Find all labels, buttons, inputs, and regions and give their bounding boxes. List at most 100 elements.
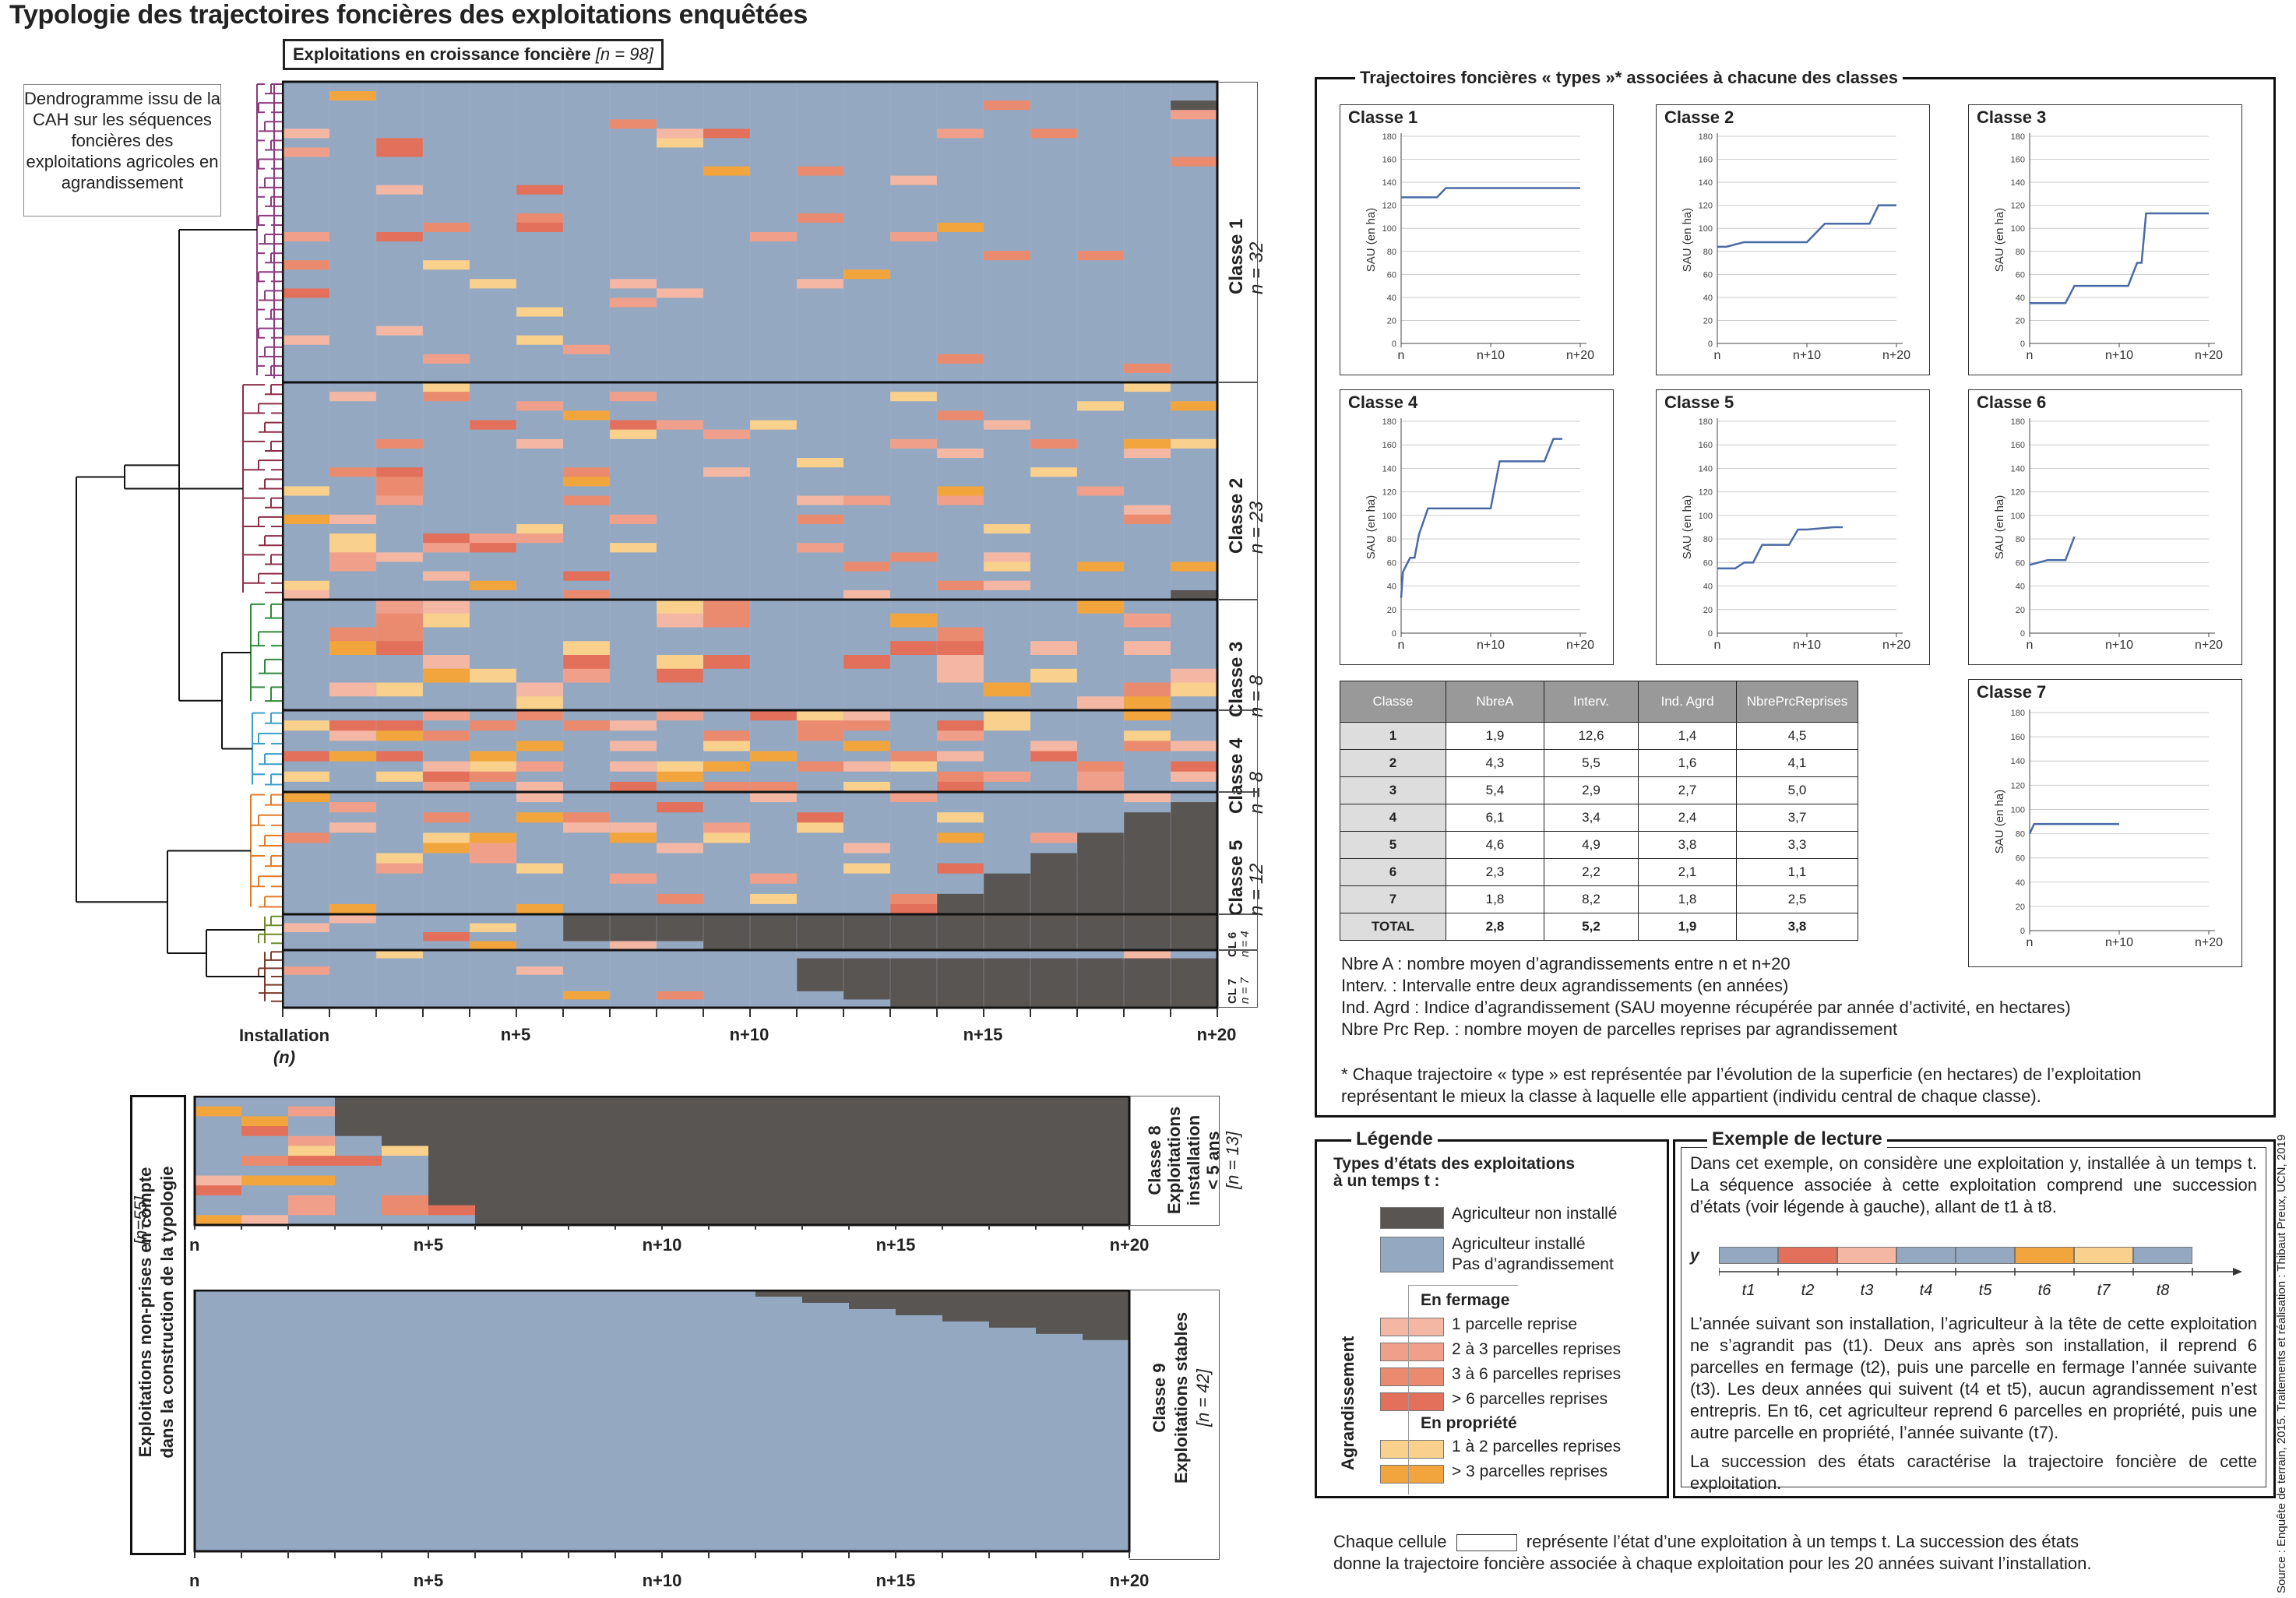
heatmap-cell xyxy=(610,974,657,984)
heatmap-cell xyxy=(569,1195,616,1206)
heatmap-cell xyxy=(797,983,844,992)
heatmap-cell xyxy=(703,505,751,516)
heatmap-cell xyxy=(1077,771,1125,783)
heatmap-cell xyxy=(1171,682,1218,697)
heatmap-cell xyxy=(428,1205,476,1216)
heatmap-cell xyxy=(843,843,891,854)
example-outer xyxy=(1673,1139,2276,1498)
heatmap-cell xyxy=(843,260,891,270)
heatmap-cell xyxy=(288,1215,336,1226)
heatmap-cell xyxy=(890,438,938,449)
heatmap-cell xyxy=(610,843,657,854)
heatmap-cell xyxy=(657,486,704,497)
heatmap-cell xyxy=(937,372,984,383)
heatmap-cell xyxy=(750,363,798,374)
heatmap-cell xyxy=(797,232,844,242)
heatmap-cell xyxy=(470,561,517,572)
heatmap-cell xyxy=(423,297,470,308)
heatmap-cell xyxy=(984,505,1031,516)
heatmap-cell xyxy=(797,307,844,318)
heatmap-cell xyxy=(376,893,424,905)
heatmap-cell xyxy=(470,307,517,318)
heatmap-cell xyxy=(516,923,564,933)
heatmap-cell xyxy=(1124,326,1171,336)
heatmap-cell xyxy=(516,974,564,984)
heatmap-cell xyxy=(288,1195,336,1206)
heatmap-cell xyxy=(329,269,377,280)
mini-ytick: 40 xyxy=(1703,583,1713,592)
heatmap-cell xyxy=(750,251,798,261)
heatmap-cell xyxy=(329,241,377,252)
heatmap-cell xyxy=(470,269,517,280)
heatmap-cell xyxy=(288,1146,336,1156)
heatmap-cell xyxy=(984,923,1031,933)
heatmap-cell xyxy=(1077,682,1125,697)
heatmap-cell xyxy=(610,710,657,721)
heatmap-cell xyxy=(703,523,751,534)
heatmap-cell xyxy=(516,533,564,544)
heatmap-cell xyxy=(283,641,330,656)
heatmap-cell xyxy=(423,477,470,487)
mini-xtick: n+10 xyxy=(1793,639,1821,652)
heatmap-cell xyxy=(802,1175,850,1186)
heatmap-cell xyxy=(984,467,1031,477)
heatmap-cell xyxy=(516,812,564,823)
mini-xtick: n xyxy=(2027,349,2034,362)
heatmap-cell xyxy=(563,873,611,885)
heatmap-cell xyxy=(843,288,891,298)
heatmap-cell xyxy=(937,812,984,823)
heatmap-cell xyxy=(329,552,377,562)
heatmap-cell xyxy=(470,958,517,967)
heatmap-cell xyxy=(750,185,798,195)
heatmap-cell xyxy=(1030,832,1078,843)
heatmap-cell xyxy=(1077,514,1125,525)
heatmap-cell xyxy=(657,543,704,553)
heatmap-cell xyxy=(843,297,891,308)
heatmap-cell xyxy=(755,1096,803,1107)
heatmap-cell xyxy=(1030,627,1078,642)
heatmap-cell xyxy=(989,1165,1037,1177)
mini-chart-3: Classe 3 0 20 40 60 80 100 120 140 160 180 n n+10 n+2… xyxy=(1968,104,2242,375)
heatmap-cell xyxy=(610,128,657,139)
heatmap-cell xyxy=(984,932,1031,942)
heatmap-cell xyxy=(984,523,1031,534)
heatmap-cell xyxy=(329,232,377,242)
heatmap-cell xyxy=(797,100,844,111)
heatmap-cell xyxy=(1077,600,1125,614)
heatmap-cell xyxy=(703,853,751,864)
heatmap-cell xyxy=(288,1185,336,1196)
heatmap-cell xyxy=(610,110,657,120)
heatmap-cell xyxy=(750,401,798,411)
heatmap-cell xyxy=(1077,761,1125,773)
heatmap-cell xyxy=(703,438,751,449)
heatmap-cell xyxy=(703,420,751,431)
heatmap-cell xyxy=(610,175,657,186)
mini-ytick: 120 xyxy=(1382,488,1396,498)
stats-cell: 2,3 xyxy=(1446,858,1544,886)
heatmap-cell xyxy=(610,232,657,242)
heatmap-cell xyxy=(329,853,377,864)
heatmap-cell xyxy=(423,533,470,544)
heatmap-cell xyxy=(1124,983,1171,992)
heatmap-cell xyxy=(283,991,330,1000)
heatmap-cell xyxy=(329,458,377,468)
heatmap-cell xyxy=(1124,771,1171,783)
heatmap-cell xyxy=(849,1205,896,1216)
heatmap-cell xyxy=(1077,288,1125,298)
heatmap-cell xyxy=(376,128,424,139)
heatmap-cell xyxy=(984,251,1031,261)
heatmap-cell xyxy=(610,354,657,364)
heatmap-cell xyxy=(703,260,751,270)
heatmap-cell xyxy=(750,505,798,516)
heatmap-cell xyxy=(797,590,844,600)
heatmap-cell xyxy=(1124,543,1171,553)
heatmap-cell xyxy=(329,91,377,101)
heatmap-cell xyxy=(423,853,470,864)
heatmap-cell xyxy=(329,297,377,308)
class-name-2: Classe 2 xyxy=(1226,477,1247,554)
heatmap-cell xyxy=(1077,222,1125,233)
heatmap-cell xyxy=(516,410,564,421)
heatmap-cell xyxy=(703,682,751,697)
heatmap-cell xyxy=(516,335,564,346)
stats-cell: 6 xyxy=(1340,858,1446,886)
